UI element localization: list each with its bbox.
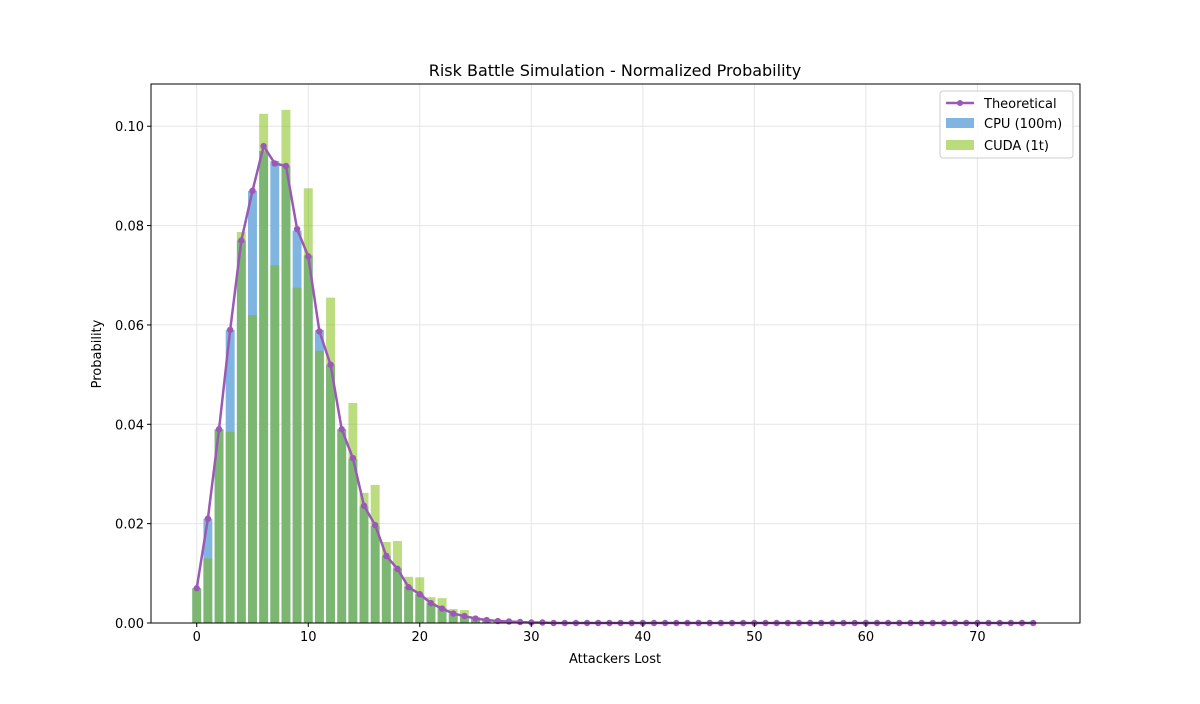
theoretical-point xyxy=(405,584,411,590)
theoretical-point xyxy=(361,503,367,509)
theoretical-point xyxy=(428,600,434,606)
cuda-bar xyxy=(371,485,380,623)
cuda-bar xyxy=(348,403,357,623)
theoretical-point xyxy=(517,619,523,625)
x-tick-label: 0 xyxy=(193,630,201,645)
legend-swatch-cuda xyxy=(946,140,974,150)
theoretical-point xyxy=(316,328,322,334)
cuda-bar xyxy=(337,429,346,623)
x-tick-label: 10 xyxy=(300,630,317,645)
theoretical-point xyxy=(472,615,478,621)
theoretical-point xyxy=(439,605,445,611)
theoretical-point xyxy=(305,253,311,259)
y-tick-label: 0.00 xyxy=(115,617,144,632)
legend-swatch-cpu xyxy=(946,118,974,128)
y-axis-label: Probability xyxy=(90,319,105,388)
theoretical-point xyxy=(216,426,222,432)
cuda-bar xyxy=(203,558,212,623)
theoretical-point xyxy=(383,553,389,559)
x-axis-label: Attackers Lost xyxy=(569,652,661,667)
cuda-bar xyxy=(415,577,424,623)
legend-label-cpu: CPU (100m) xyxy=(984,117,1062,132)
theoretical-point xyxy=(238,237,244,243)
theoretical-point xyxy=(260,143,266,149)
theoretical-point xyxy=(350,455,356,461)
y-tick-label: 0.06 xyxy=(115,319,144,334)
x-tick-label: 70 xyxy=(969,630,986,645)
x-tick-label: 40 xyxy=(635,630,652,645)
y-tick-label: 0.04 xyxy=(115,418,144,433)
legend-marker-theoretical xyxy=(957,100,963,106)
cuda-bar xyxy=(248,315,257,623)
theoretical-point xyxy=(483,617,489,623)
theoretical-point xyxy=(205,515,211,521)
legend-label-cuda: CUDA (1t) xyxy=(984,139,1049,154)
theoretical-point xyxy=(394,566,400,572)
legend-label-theoretical: Theoretical xyxy=(983,97,1057,112)
theoretical-point xyxy=(417,591,423,597)
x-tick-label: 30 xyxy=(523,630,540,645)
theoretical-point xyxy=(461,613,467,619)
theoretical-point xyxy=(272,160,278,166)
theoretical-point xyxy=(327,361,333,367)
theoretical-point xyxy=(283,163,289,169)
chart-title: Risk Battle Simulation - Normalized Prob… xyxy=(429,61,802,80)
x-tick-label: 50 xyxy=(746,630,763,645)
theoretical-point xyxy=(194,585,200,591)
y-tick-label: 0.10 xyxy=(115,120,144,135)
cuda-bar xyxy=(226,432,235,623)
cuda-bar xyxy=(259,114,268,623)
x-tick-label: 20 xyxy=(412,630,429,645)
cuda-bar xyxy=(315,351,324,623)
cuda-bar xyxy=(237,232,246,623)
theoretical-point xyxy=(506,618,512,624)
theoretical-point xyxy=(450,610,456,616)
theoretical-point xyxy=(372,522,378,528)
cuda-bar xyxy=(192,588,201,623)
y-tick-label: 0.02 xyxy=(115,518,144,533)
theoretical-point xyxy=(249,188,255,194)
theoretical-point xyxy=(339,426,345,432)
cuda-bar xyxy=(293,288,302,623)
y-tick-label: 0.08 xyxy=(115,220,144,235)
theoretical-point xyxy=(294,226,300,232)
x-tick-label: 60 xyxy=(858,630,875,645)
legend: Theoretical CPU (100m) CUDA (1t) xyxy=(940,91,1073,158)
cuda-bar xyxy=(326,298,335,623)
cuda-bar xyxy=(270,265,279,623)
theoretical-point xyxy=(227,327,233,333)
cuda-bar xyxy=(393,541,402,623)
